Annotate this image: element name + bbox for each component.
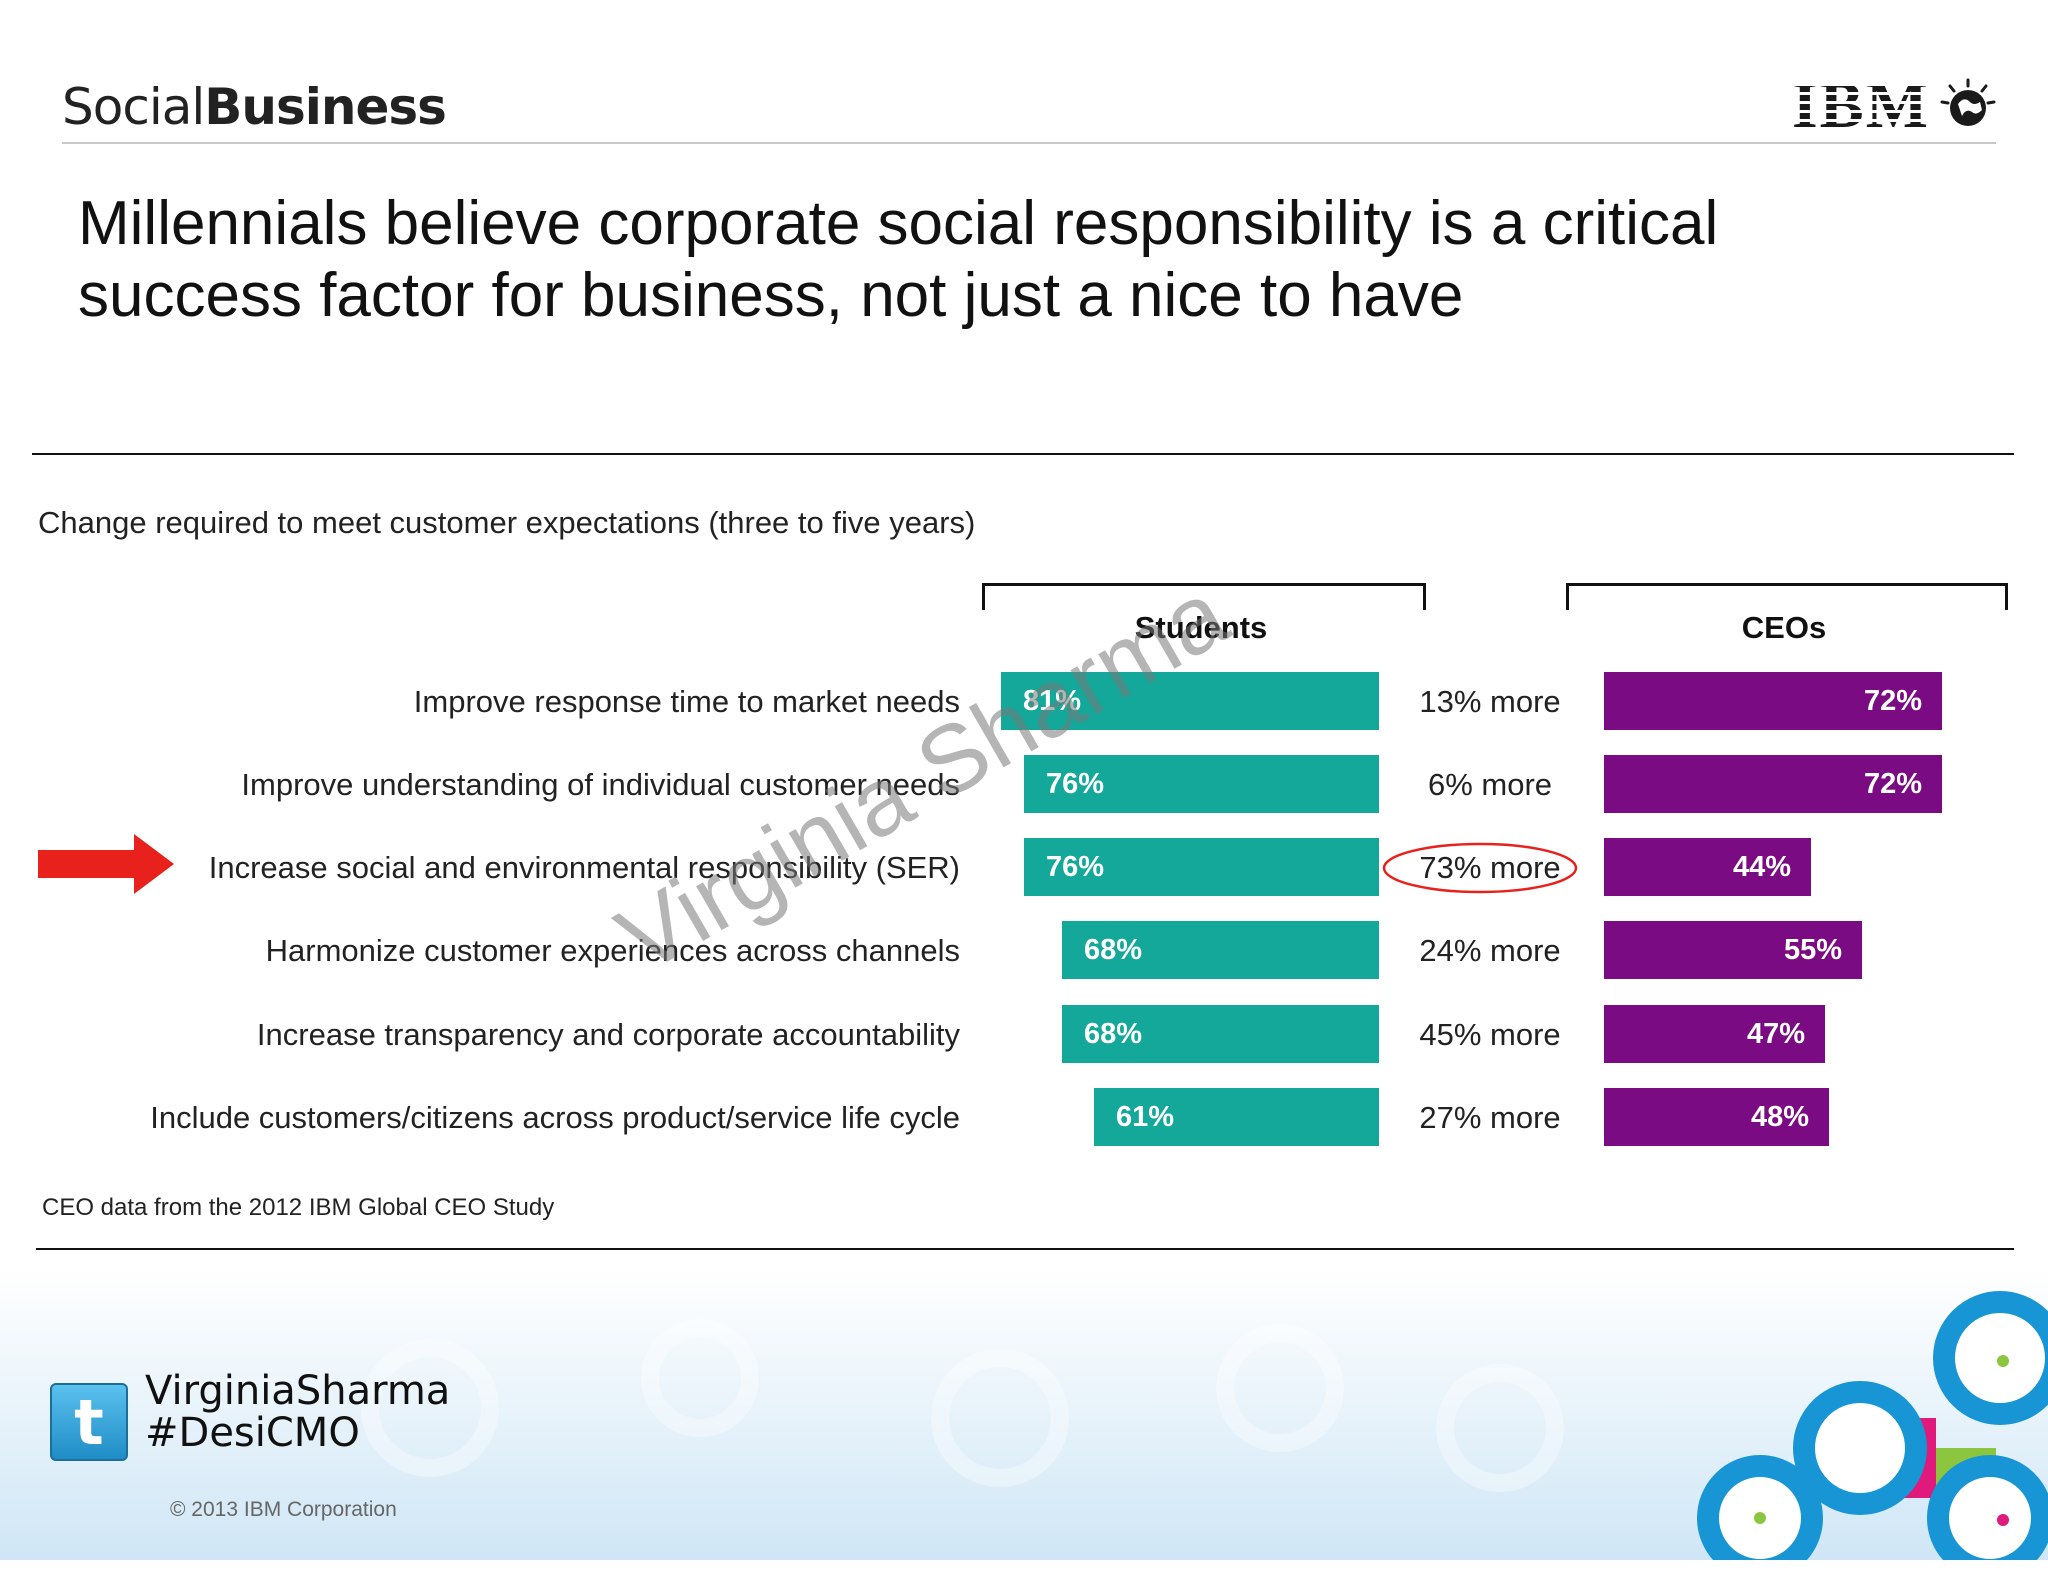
difference-label: 45% more: [1419, 1017, 1561, 1052]
students-bar: 68%: [1062, 921, 1379, 979]
ceos-bar: 55%: [1604, 921, 1862, 979]
category-label: Increase transparency and corporate acco…: [256, 1017, 960, 1052]
ceos-bracket: [1566, 583, 2008, 610]
header-divider: [62, 142, 1996, 144]
ceos-value-label: 55%: [1783, 933, 1842, 966]
ceos-value-label: 48%: [1750, 1100, 1809, 1133]
students-value-label: 61%: [1116, 1100, 1175, 1133]
category-label: Include customers/citizens across produc…: [150, 1100, 960, 1135]
brand-bold: Business: [204, 78, 447, 136]
handle-line-2: #DesiCMO: [145, 1410, 360, 1456]
ceos-value-label: 72%: [1863, 684, 1922, 717]
highlight-ellipse: [1382, 842, 1578, 894]
category-label: Increase social and environmental respon…: [208, 850, 960, 885]
chart-title: Change required to meet customer expecta…: [38, 505, 976, 540]
ceos-bar: 72%: [1604, 755, 1942, 813]
students-bar: 81%: [1001, 672, 1379, 730]
ceos-value-label: 47%: [1746, 1017, 1805, 1050]
ceos-bar: 48%: [1604, 1088, 1829, 1146]
handle-line-1: VirginiaSharma: [145, 1368, 451, 1414]
students-bar: 76%: [1024, 755, 1379, 813]
students-bar: 68%: [1062, 1005, 1379, 1063]
category-label: Harmonize customer experiences across ch…: [265, 933, 960, 968]
category-label: Improve response time to market needs: [413, 684, 960, 719]
students-value-label: 81%: [1023, 684, 1082, 717]
slide-title: Millennials believe corporate social res…: [78, 189, 1719, 330]
students-header: Students: [1134, 610, 1268, 645]
students-value-label: 68%: [1084, 933, 1143, 966]
students-bracket: [982, 583, 1426, 610]
brand-light: Social: [62, 78, 205, 136]
brand-wordmark: SocialBusiness: [62, 78, 447, 136]
ceos-bar: 72%: [1604, 672, 1942, 730]
difference-label: 13% more: [1419, 684, 1561, 719]
ceos-value-label: 72%: [1863, 767, 1922, 800]
ceos-header: CEOs: [1741, 610, 1827, 645]
twitter-handle[interactable]: VirginiaSharma #DesiCMO: [145, 1370, 450, 1454]
ibm-logo-text: IBM: [1792, 69, 1930, 142]
twitter-icon[interactable]: t: [50, 1383, 128, 1461]
students-value-label: 68%: [1084, 1017, 1143, 1050]
students-value-label: 76%: [1046, 850, 1105, 883]
ibm-logo: IBM: [1792, 68, 1996, 144]
globe-icon: [1940, 78, 1996, 126]
difference-label: 6% more: [1427, 767, 1553, 802]
decorative-circles-pattern: [361, 1291, 2048, 1560]
copyright-text: © 2013 IBM Corporation: [170, 1498, 397, 1521]
difference-label: 27% more: [1419, 1100, 1561, 1135]
students-bar: 61%: [1094, 1088, 1379, 1146]
chart-source-note: CEO data from the 2012 IBM Global CEO St…: [42, 1194, 555, 1221]
red-arrow-icon: [38, 834, 174, 894]
chart-bottom-rule: [36, 1248, 2014, 1250]
chart-top-rule: [32, 453, 2014, 455]
difference-label: 24% more: [1419, 933, 1561, 968]
students-value-label: 76%: [1046, 767, 1105, 800]
students-bar: 76%: [1024, 838, 1379, 896]
ceos-bar: 47%: [1604, 1005, 1825, 1063]
footer-background: [0, 1268, 2048, 1560]
difference-label: 73% more: [1419, 850, 1561, 885]
category-label: Improve understanding of individual cust…: [241, 767, 960, 802]
ceos-bar: 44%: [1604, 838, 1811, 896]
ceos-value-label: 44%: [1732, 850, 1791, 883]
